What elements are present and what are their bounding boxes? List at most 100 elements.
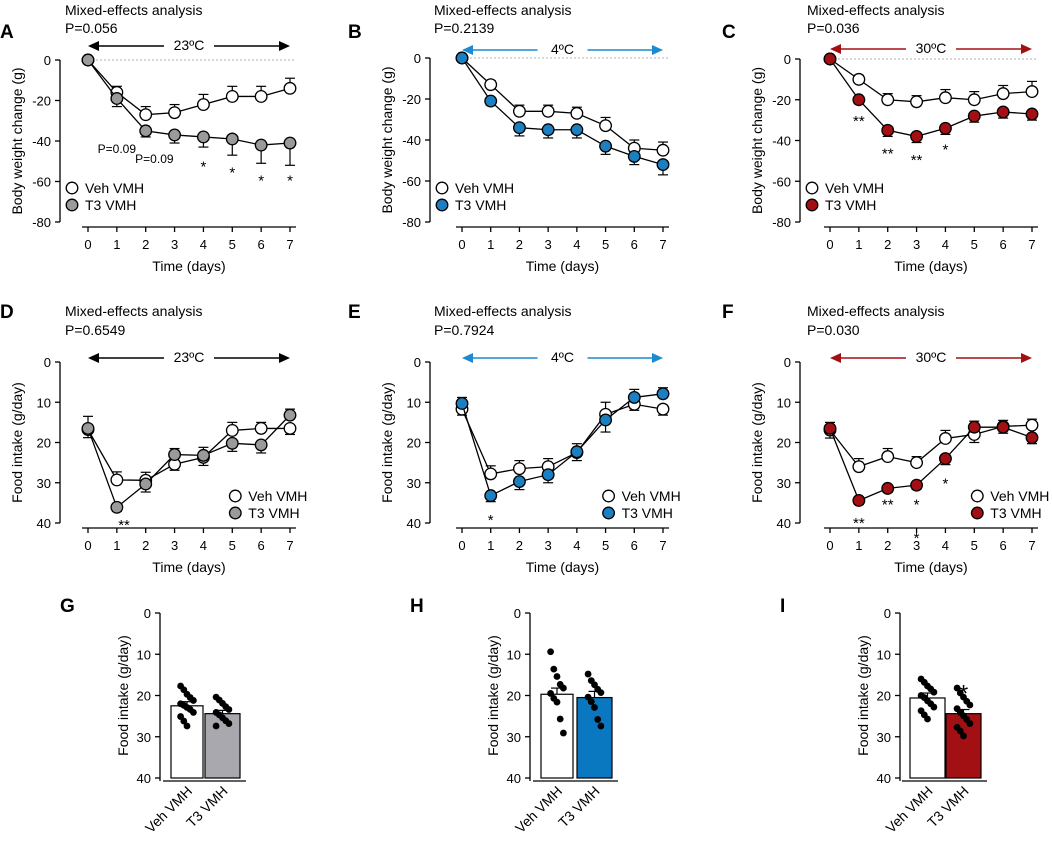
arrow-head-right <box>1021 44 1032 54</box>
panel-title: Mixed-effects analysis <box>65 2 202 18</box>
series-t3-vmh <box>81 53 297 166</box>
significance-annotation: * <box>229 164 235 181</box>
data-point <box>283 136 297 150</box>
data-point <box>541 123 555 137</box>
data-point <box>881 123 895 137</box>
significance-annotation: ** <box>882 497 894 514</box>
individual-point <box>597 689 605 697</box>
y-tick-label: 0 <box>44 355 51 370</box>
legend-marker-veh <box>970 489 984 503</box>
y-tick-label: -40 <box>402 133 421 148</box>
y-tick-label: 0 <box>514 606 521 621</box>
legend-marker-veh <box>602 489 616 503</box>
data-point <box>254 421 268 435</box>
x-tick-label: 4 <box>942 237 949 252</box>
legend-label: Veh VMH <box>248 488 307 504</box>
y-tick-label: 0 <box>884 606 891 621</box>
x-tick-label: 1 <box>855 237 862 252</box>
panel-b: B Mixed-effects analysis P=0.2139 4ºC 0 -20 -4… <box>348 2 670 274</box>
data-point <box>168 128 182 142</box>
data-point <box>225 89 239 103</box>
data-point <box>823 421 837 435</box>
x-axis-label: Time (days) <box>526 559 599 575</box>
data-point <box>110 92 124 105</box>
panel-title: Mixed-effects analysis <box>434 2 571 18</box>
temperature-label-bg <box>906 39 956 53</box>
data-point <box>570 123 584 137</box>
x-tick-label: 1 <box>113 237 120 252</box>
y-tick-label: 30 <box>877 730 891 745</box>
significance-annotation: * <box>959 680 968 707</box>
data-point <box>656 143 670 157</box>
x-tick-label: 5 <box>229 538 236 553</box>
y-tick-label: 30 <box>777 476 791 491</box>
data-point <box>996 87 1010 101</box>
data-point <box>656 387 670 401</box>
significance-annotation: * <box>914 497 920 514</box>
series-t3-vmh <box>81 408 297 514</box>
significance-annotation: * <box>943 476 949 493</box>
data-point <box>852 460 866 474</box>
legend-marker-veh <box>65 181 79 195</box>
y-tick-label: 30 <box>137 730 151 745</box>
individual-point <box>553 698 561 706</box>
panel-pvalue: P=0.030 <box>807 322 860 338</box>
panel-title: Mixed-effects analysis <box>65 303 202 319</box>
data-point <box>512 121 526 135</box>
y-tick-label: 0 <box>414 355 421 370</box>
x-tick-label: 1 <box>487 237 494 252</box>
individual-point <box>587 698 595 706</box>
series-t3-vmh <box>823 52 1039 144</box>
y-tick-label: 40 <box>137 771 151 786</box>
y-tick-label: -40 <box>772 134 791 149</box>
panel-title: Mixed-effects analysis <box>807 303 944 319</box>
data-point <box>139 477 153 491</box>
y-tick-label: 10 <box>877 647 891 662</box>
y-tick-label: 10 <box>407 395 421 410</box>
legend-label: Veh VMH <box>990 488 1049 504</box>
data-point <box>455 51 469 65</box>
x-axis-label: Time (days) <box>152 258 225 274</box>
significance-annotation: * <box>943 142 949 159</box>
data-point <box>938 121 952 135</box>
panel-letter: E <box>348 302 361 323</box>
temperature-label: 23ºC <box>174 37 205 53</box>
data-point <box>1025 431 1039 445</box>
y-tick-label: 0 <box>414 51 421 66</box>
bar-veh-vmh <box>909 697 946 779</box>
temperature-label: 23ºC <box>174 349 205 365</box>
series-veh-vmh <box>455 397 670 481</box>
x-tick-label: 6 <box>1000 538 1007 553</box>
panel-f: F Mixed-effects analysisP=0.03030ºC010203… <box>722 302 1049 575</box>
data-point <box>967 109 981 123</box>
x-tick-label: 7 <box>1028 237 1035 252</box>
x-tick-label: 3 <box>545 237 552 252</box>
x-category-label: Veh VMH <box>882 783 935 836</box>
significance-annotation: * <box>914 530 920 547</box>
individual-point <box>550 665 558 673</box>
y-tick-label: 0 <box>784 355 791 370</box>
data-point <box>168 448 182 462</box>
legend-label: T3 VMH <box>825 197 876 213</box>
x-tick-label: 6 <box>258 237 265 252</box>
y-tick-label: 0 <box>784 52 791 67</box>
x-tick-label: 3 <box>913 237 920 252</box>
data-point <box>967 93 981 107</box>
legend-label: T3 VMH <box>622 505 673 521</box>
data-point <box>196 448 210 462</box>
individual-point <box>966 720 974 727</box>
x-tick-label: 4 <box>573 538 580 553</box>
individual-point <box>556 715 564 723</box>
significance-annotation: P=0.09 <box>135 152 174 166</box>
data-point <box>852 494 866 507</box>
bar-veh-vmh <box>540 693 574 779</box>
panel-e: E Mixed-effects analysisP=0.79244ºC010203… <box>348 302 681 575</box>
x-tick-label: 7 <box>659 538 666 553</box>
y-tick-label: -80 <box>32 215 51 230</box>
x-category-label: Veh VMH <box>512 783 565 836</box>
temperature-label-bg <box>164 36 214 50</box>
significance-annotation: * <box>488 512 494 529</box>
individual-point <box>594 716 602 723</box>
